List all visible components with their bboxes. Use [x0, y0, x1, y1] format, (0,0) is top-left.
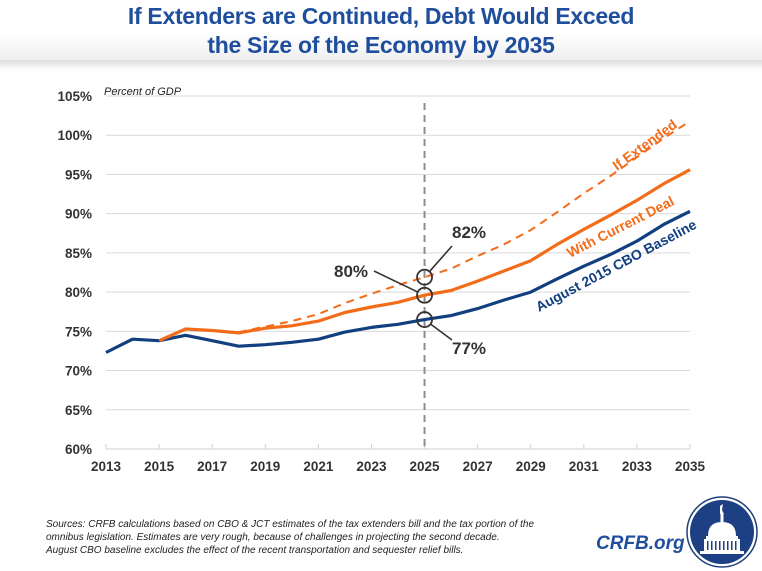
callout-label-77: 77%	[452, 339, 486, 358]
x-tick-label: 2027	[463, 459, 493, 474]
source-line-1: Sources: CRFB calculations based on CBO …	[46, 519, 535, 530]
callout-markers	[373, 245, 453, 341]
x-axis: 2013 2015 2017 2019 2021 2023 2025 2027 2029 2031…	[91, 444, 706, 474]
callout-leader-line	[430, 323, 453, 341]
chart-title: If Extenders are Continued, Debt Would E…	[0, 2, 762, 60]
chart-title-line-2: the Size of the Economy by 2035	[207, 32, 555, 58]
callout-marker	[416, 311, 433, 328]
source-note: Sources: CRFB calculations based on CBO …	[46, 518, 606, 557]
y-tick-label: 90%	[65, 207, 92, 222]
title-divider	[0, 60, 762, 70]
x-tick-label: 2015	[144, 459, 175, 474]
x-tick-label: 2035	[675, 459, 706, 474]
x-tick-label: 2013	[91, 459, 122, 474]
brand-link[interactable]: CRFB.org	[596, 533, 685, 554]
y-tick-label: 85%	[65, 246, 92, 261]
series-labels: If Extended With Current Deal August 201…	[533, 116, 699, 315]
series-lines	[105, 120, 691, 354]
y-tick-label: 75%	[65, 324, 92, 339]
y-axis: 60% 65% 70% 75% 80% 85% 90% 95% 100% 105%	[57, 89, 92, 457]
y-tick-label: 105%	[57, 89, 92, 104]
x-tick-label: 2033	[622, 459, 653, 474]
series-label-if-extended: If Extended	[609, 116, 679, 173]
chart-title-line-1: If Extenders are Continued, Debt Would E…	[127, 3, 635, 29]
x-tick-label: 2021	[303, 459, 334, 474]
callout-marker	[416, 268, 433, 286]
y-tick-label: 65%	[65, 403, 92, 418]
y-tick-label: 70%	[65, 364, 92, 379]
gridlines	[106, 95, 690, 411]
x-tick-label: 2029	[516, 459, 546, 474]
callout-leader-line	[429, 245, 453, 272]
capitol-dome-seal-icon	[686, 496, 758, 568]
callout-label-80: 80%	[334, 262, 368, 281]
y-tick-label: 95%	[65, 167, 92, 182]
x-tick-label: 2017	[197, 459, 227, 474]
series-line-if-extended	[238, 120, 691, 334]
callout-marker	[416, 286, 433, 304]
x-tick-label: 2019	[250, 459, 280, 474]
y-axis-unit-label: Percent of GDP	[104, 86, 182, 98]
series-line-cbo-baseline	[105, 209, 691, 354]
y-tick-label: 80%	[65, 285, 92, 300]
source-line-3: August CBO baseline excludes the effect …	[46, 545, 464, 556]
x-tick-label: 2023	[356, 459, 387, 474]
title-band	[0, 0, 762, 62]
series-line-with-current-deal	[158, 168, 691, 343]
y-tick-label: 60%	[65, 442, 92, 457]
source-line-2: omnibus legislation. Estimates are very …	[46, 532, 500, 543]
x-tick-label: 2031	[569, 459, 600, 474]
callout-leader-line	[373, 270, 418, 293]
y-tick-label: 100%	[57, 128, 92, 143]
callout-label-82: 82%	[452, 223, 486, 242]
x-tick-label: 2025	[410, 459, 441, 474]
